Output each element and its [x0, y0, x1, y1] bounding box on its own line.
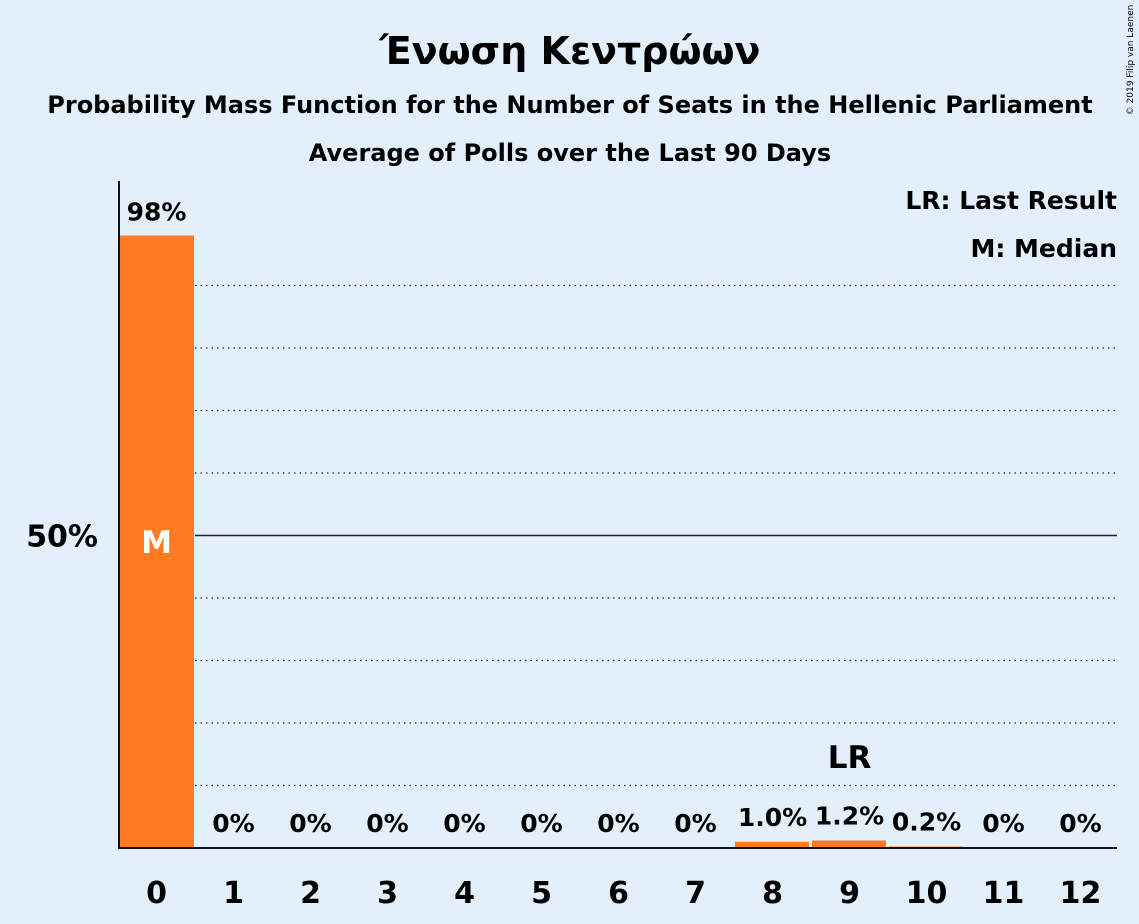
x-tick-label: 3 — [377, 876, 398, 911]
bar-value-label: 0% — [212, 809, 254, 838]
bar-value-label: 0% — [366, 809, 408, 838]
y-tick-label: 50% — [26, 520, 98, 555]
x-tick-label: 0 — [146, 876, 167, 911]
median-marker: M — [141, 525, 172, 561]
bars — [120, 235, 963, 848]
bar-value-label: 0% — [289, 809, 331, 838]
x-tick-label: 10 — [906, 876, 948, 911]
bar-labels: 98% 0% 0% 0% 0% 0% 0% 0% 1.0% 1.2% 0.2% 0% 0% M LR — [127, 198, 1102, 839]
legend-last-result: LR: Last Result — [905, 186, 1117, 215]
bar-value-label: 0% — [674, 809, 716, 838]
bar-value-label: 1.2% — [815, 802, 884, 831]
x-tick-label: 12 — [1060, 876, 1102, 911]
last-result-marker: LR — [828, 740, 872, 776]
x-tick-label: 8 — [762, 876, 783, 911]
chart-subtitle-period: Average of Polls over the Last 90 Days — [309, 139, 831, 167]
bar-value-label: 0% — [597, 809, 639, 838]
x-tick-label: 9 — [839, 876, 860, 911]
bar-value-label: 0% — [520, 809, 562, 838]
x-tick-label: 1 — [223, 876, 244, 911]
copyright-notice: © 2019 Filip van Laenen — [1126, 5, 1136, 116]
gridlines — [195, 284, 1117, 787]
legend-median: M: Median — [970, 234, 1117, 263]
bar-value-label: 0.2% — [892, 808, 961, 837]
bar-value-label: 98% — [127, 198, 187, 227]
bar — [735, 841, 809, 848]
bar-value-label: 1.0% — [738, 803, 807, 832]
chart-title: Ένωση Κεντρώων — [379, 29, 761, 73]
bar-value-label: 0% — [443, 809, 485, 838]
x-tick-label: 11 — [983, 876, 1025, 911]
x-tick-label: 6 — [608, 876, 629, 911]
bar-value-label: 0% — [982, 809, 1024, 838]
x-tick-label: 7 — [685, 876, 706, 911]
axes: 50%0 1 2 3 4 5 6 7 8 9 10 11 12 — [26, 181, 1117, 911]
x-tick-label: 5 — [531, 876, 552, 911]
x-tick-label: 4 — [454, 876, 475, 911]
chart-subtitle: Probability Mass Function for the Number… — [47, 91, 1092, 119]
bar-value-label: 0% — [1059, 809, 1101, 838]
bar — [812, 840, 886, 848]
x-tick-label: 2 — [300, 876, 321, 911]
bar — [120, 235, 194, 848]
